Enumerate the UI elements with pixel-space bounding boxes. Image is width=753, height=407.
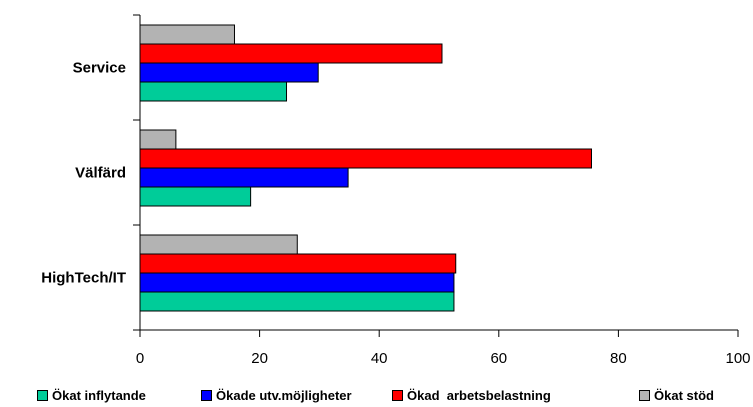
labels-group: Service Välfärd HighTech/IT 0 20 40 60 80 100: [41, 60, 750, 368]
x-tick-label: 40: [371, 350, 388, 367]
bars-group: [139, 24, 592, 312]
bar-välfärd-ökade-utv-möjligheter: [139, 167, 349, 188]
bar-service-ökat-inflytande: [139, 81, 288, 102]
category-label: Välfärd: [75, 165, 126, 182]
legend-label: Ökat stöd: [654, 388, 714, 403]
legend-swatch: [201, 390, 212, 401]
legend-label: Ökat inflytande: [52, 388, 146, 403]
legend-swatch: [639, 390, 650, 401]
legend-label: Ökad arbetsbelastning: [407, 388, 551, 403]
bar-chart: Service Välfärd HighTech/IT 0 20 40 60 80 100: [41, 14, 751, 368]
bar-service-ökad-arbetsbelastning: [139, 43, 443, 64]
legend: Ökat inflytande Ökade utv.möjligheter Ökad…: [0, 388, 753, 407]
bar-hightech-it-ökat-inflytande: [139, 291, 455, 312]
legend-label: Ökade utv.möjligheter: [216, 388, 352, 403]
x-tick-label: 80: [610, 350, 627, 367]
legend-swatch: [392, 390, 403, 401]
x-tick-label: 0: [136, 350, 144, 367]
x-tick-label: 20: [251, 350, 268, 367]
legend-item: Ökat stöd: [639, 388, 714, 403]
bar-välfärd-ökat-stöd: [139, 129, 177, 150]
category-label: Service: [73, 60, 126, 77]
bar-hightech-it-ökat-stöd: [139, 234, 298, 255]
bar-service-ökade-utv-möjligheter: [139, 62, 319, 83]
axes-group: [133, 14, 739, 337]
bar-hightech-it-ökade-utv-möjligheter: [139, 272, 455, 293]
bar-hightech-it-ökad-arbetsbelastning: [139, 253, 457, 274]
bar-service-ökat-stöd: [139, 24, 235, 45]
category-label: HighTech/IT: [41, 270, 126, 287]
bar-välfärd-ökat-inflytande: [139, 186, 252, 207]
legend-item: Ökat inflytande: [37, 388, 146, 403]
bar-välfärd-ökad-arbetsbelastning: [139, 148, 592, 169]
legend-swatch: [37, 390, 48, 401]
legend-item: Ökad arbetsbelastning: [392, 388, 551, 403]
x-tick-label: 60: [490, 350, 507, 367]
x-tick-label: 100: [725, 350, 750, 367]
legend-item: Ökade utv.möjligheter: [201, 388, 352, 403]
